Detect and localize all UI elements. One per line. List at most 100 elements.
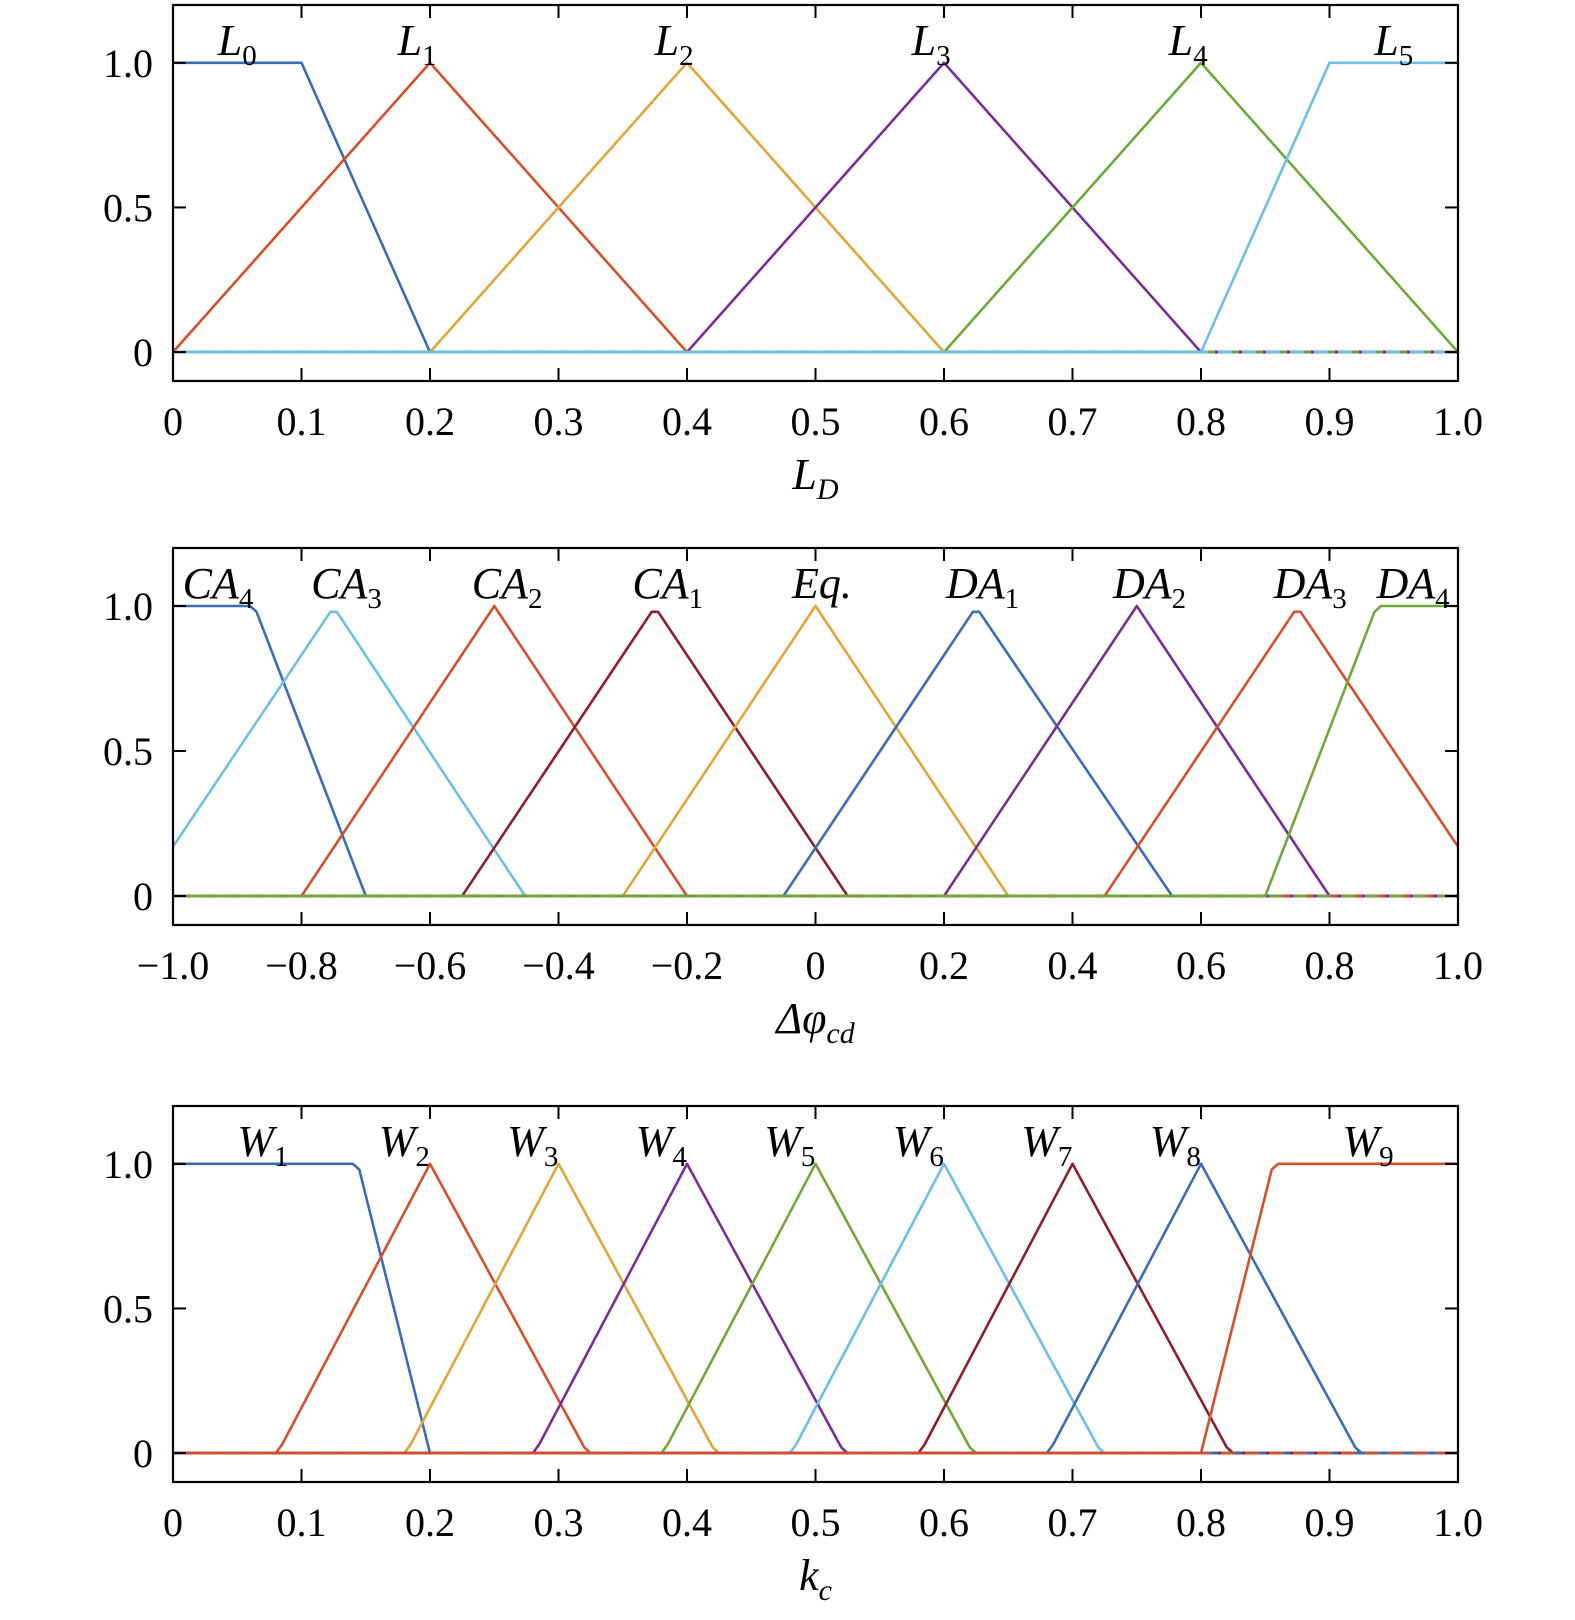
series-label-sub: 6 xyxy=(929,1141,944,1173)
series-line-w9 xyxy=(173,1162,1458,1455)
series-line-ca4 xyxy=(173,604,1458,898)
series-label-main: Eq. xyxy=(791,559,852,608)
series-label-main: W xyxy=(507,1117,547,1166)
series-label-sub: 5 xyxy=(1399,40,1414,72)
series-label-sub: 2 xyxy=(1172,583,1187,615)
series-label-main: L xyxy=(1168,16,1193,65)
x-tick-label: 0.7 xyxy=(1048,399,1098,444)
x-tick-label: 0.1 xyxy=(277,399,327,444)
x-axis-label-main: Δφ xyxy=(774,994,826,1043)
series-group xyxy=(172,61,1459,354)
series-label: Eq. xyxy=(791,559,852,608)
series-label-sub: 7 xyxy=(1058,1141,1073,1173)
x-tick-label: 0.9 xyxy=(1305,1500,1355,1545)
series-label: W7 xyxy=(1021,1117,1072,1173)
series-line-da4 xyxy=(173,604,1458,898)
x-tick-label: 0.8 xyxy=(1176,1500,1226,1545)
y-tick-label: 1.0 xyxy=(103,1142,153,1187)
x-axis-label-sub: c xyxy=(819,1574,832,1607)
series-label: W1 xyxy=(237,1117,288,1173)
x-tick-label: 0.3 xyxy=(534,399,584,444)
series-line-da2 xyxy=(173,604,1458,898)
x-axis-label-sub: cd xyxy=(826,1017,855,1050)
series-group xyxy=(171,604,1460,898)
x-tick-label: 0.1 xyxy=(277,1500,327,1545)
x-tick-label: 1.0 xyxy=(1433,399,1483,444)
series-label-sub: 8 xyxy=(1186,1141,1201,1173)
series-label-main: L xyxy=(1373,16,1398,65)
x-tick-label: −0.8 xyxy=(265,943,338,988)
series-label-main: L xyxy=(654,16,679,65)
x-tick-label: 0.3 xyxy=(534,1500,584,1545)
series-label-sub: 1 xyxy=(1005,583,1020,615)
series-label: W9 xyxy=(1342,1117,1393,1173)
y-tick-label: 0 xyxy=(133,1431,153,1476)
series-label-main: L xyxy=(217,16,242,65)
x-tick-label: 0.4 xyxy=(1048,943,1098,988)
x-tick-label: 0.6 xyxy=(919,1500,969,1545)
x-tick-label: 0 xyxy=(163,1500,183,1545)
series-label: W3 xyxy=(507,1117,558,1173)
series-label: CA1 xyxy=(632,559,703,615)
axis-frame xyxy=(171,3,1460,383)
x-tick-label: 1.0 xyxy=(1433,1500,1483,1545)
x-tick-label: 0.8 xyxy=(1176,399,1226,444)
x-tick-label: 0 xyxy=(163,399,183,444)
series-label-main: W xyxy=(1150,1117,1190,1166)
series-label: CA2 xyxy=(472,559,543,615)
series-label-main: W xyxy=(237,1117,277,1166)
series-label-main: CA xyxy=(472,559,529,608)
series-label: L5 xyxy=(1373,16,1413,72)
axis-frame xyxy=(171,1104,1460,1484)
x-tick-label: 0.2 xyxy=(405,399,455,444)
y-tick-label: 0 xyxy=(133,874,153,919)
series-label-sub: 1 xyxy=(274,1141,289,1173)
series-line-ca2 xyxy=(173,604,1458,898)
series-line-eq xyxy=(173,604,1458,898)
x-tick-label: −0.4 xyxy=(522,943,595,988)
series-label: DA3 xyxy=(1273,559,1347,615)
series-label-sub: 2 xyxy=(679,40,694,72)
y-tick-label: 1.0 xyxy=(103,584,153,629)
x-tick-label: 0.2 xyxy=(919,943,969,988)
x-axis-label: Δφcd xyxy=(774,994,855,1050)
series-label-sub: 4 xyxy=(1435,583,1450,615)
y-tick-label: 0.5 xyxy=(103,729,153,774)
x-tick-label: 0.5 xyxy=(791,1500,841,1545)
x-tick-label: 0.9 xyxy=(1305,399,1355,444)
series-label-sub: 0 xyxy=(242,40,257,72)
x-tick-label: 1.0 xyxy=(1433,943,1483,988)
series-label-main: W xyxy=(1021,1117,1061,1166)
series-label: L3 xyxy=(911,16,951,72)
series-label-main: W xyxy=(893,1117,933,1166)
x-axis-label: kc xyxy=(799,1551,832,1607)
series-label-sub: 4 xyxy=(1193,40,1208,72)
series-label: L0 xyxy=(217,16,257,72)
y-tick-label: 1.0 xyxy=(103,41,153,86)
chart-panel-1: 0 0.1 0.2 0.3 0.4 0.5 0.6 0.7 0.8 0.9 1.000.51.0LD… xyxy=(103,3,1483,506)
x-axis-label-main: k xyxy=(799,1551,820,1600)
series-label-main: DA xyxy=(1112,559,1173,608)
y-tick-label: 0.5 xyxy=(103,185,153,230)
chart-panel-3: 0 0.1 0.2 0.3 0.4 0.5 0.6 0.7 0.8 0.9 1.0 0 0.5 1.0 kc… xyxy=(103,1104,1483,1607)
series-label-main: DA xyxy=(1375,559,1436,608)
x-tick-label: 0.4 xyxy=(662,399,712,444)
x-tick-label: −0.2 xyxy=(651,943,724,988)
x-tick-label: 0.7 xyxy=(1048,1500,1098,1545)
series-label: CA3 xyxy=(311,559,382,615)
x-tick-label: −1.0 xyxy=(137,943,210,988)
x-tick-label: 0.2 xyxy=(405,1500,455,1545)
x-tick-label: 0 xyxy=(806,943,826,988)
series-label-sub: 4 xyxy=(672,1141,687,1173)
series-label-sub: 3 xyxy=(936,40,951,72)
series-label-sub: 3 xyxy=(544,1141,559,1173)
series-label-main: W xyxy=(764,1117,804,1166)
series-label-sub: 1 xyxy=(689,583,704,615)
series-label-sub: 4 xyxy=(239,583,254,615)
series-label: W8 xyxy=(1150,1117,1201,1173)
series-line-w6 xyxy=(173,1162,1458,1455)
series-label: L1 xyxy=(397,16,437,72)
series-label-main: L xyxy=(397,16,422,65)
x-tick-label: 0.8 xyxy=(1305,943,1355,988)
series-label: W4 xyxy=(636,1117,688,1173)
